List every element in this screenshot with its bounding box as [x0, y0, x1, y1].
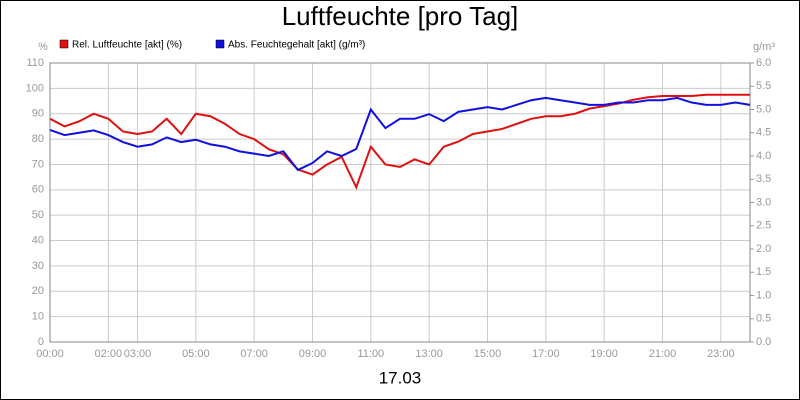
x-tick-label: 09:00: [299, 348, 327, 360]
y-tick-label: 80: [32, 133, 44, 145]
x-tick-label: 23:00: [707, 348, 735, 360]
legend-label: Rel. Luftfeuchte [akt] (%): [72, 40, 182, 51]
legend-swatch: [215, 39, 225, 49]
y2-tick-label: 6.0: [756, 57, 771, 69]
y-tick-label: 40: [32, 234, 44, 246]
y2-tick-label: 3.0: [756, 196, 771, 208]
y2-tick-label: 5.5: [756, 80, 771, 92]
y2-tick-label: 1.5: [756, 266, 771, 278]
y-tick-label: 10: [32, 311, 44, 323]
x-tick-label: 03:00: [124, 348, 152, 360]
y-tick-label: 70: [32, 158, 44, 170]
y-tick-label: 90: [32, 108, 44, 120]
y2-tick-label: 1.0: [756, 289, 771, 301]
y2-tick-label: 0.0: [756, 336, 771, 348]
y-tick-label: 30: [32, 260, 44, 272]
y2-tick-label: 4.0: [756, 150, 771, 162]
x-tick-label: 21:00: [649, 348, 677, 360]
x-axis-label: 17.03: [379, 368, 422, 387]
plot-area: [49, 62, 751, 343]
y2-tick-label: 2.0: [756, 243, 771, 255]
chart-title: Luftfeuchte [pro Tag]: [282, 1, 519, 31]
y-tick-label: 110: [26, 57, 44, 69]
y2-axis-unit: g/m³: [753, 41, 775, 53]
y2-tick-label: 5.0: [756, 103, 771, 115]
legend-swatch: [59, 39, 69, 49]
line-series: [49, 93, 750, 190]
x-tick-label: 00:00: [36, 348, 64, 360]
x-tick-label: 13:00: [415, 348, 443, 360]
y2-tick-label: 3.5: [756, 173, 771, 185]
y-tick-label: 0: [38, 336, 44, 348]
x-tick-label: 07:00: [240, 348, 268, 360]
y2-tick-label: 0.5: [756, 313, 771, 325]
x-tick-label: 17:00: [532, 348, 560, 360]
y2-tick-label: 4.5: [756, 127, 771, 139]
y-tick-label: 100: [26, 82, 44, 94]
y-tick-label: 50: [32, 209, 44, 221]
y-tick-label: 60: [32, 184, 44, 196]
x-tick-label: 11:00: [357, 348, 384, 360]
line-series: [49, 96, 751, 172]
y-axis-unit: %: [38, 41, 48, 53]
x-tick-label: 19:00: [590, 348, 618, 360]
x-tick-label: 05:00: [182, 348, 210, 360]
legend-label: Abs. Feuchtegehalt [akt] (g/m³): [228, 40, 365, 51]
y2-tick-label: 2.5: [756, 220, 771, 232]
x-tick-label: 02:00: [95, 348, 123, 360]
y-tick-label: 20: [32, 285, 44, 297]
x-tick-label: 15:00: [474, 348, 502, 360]
